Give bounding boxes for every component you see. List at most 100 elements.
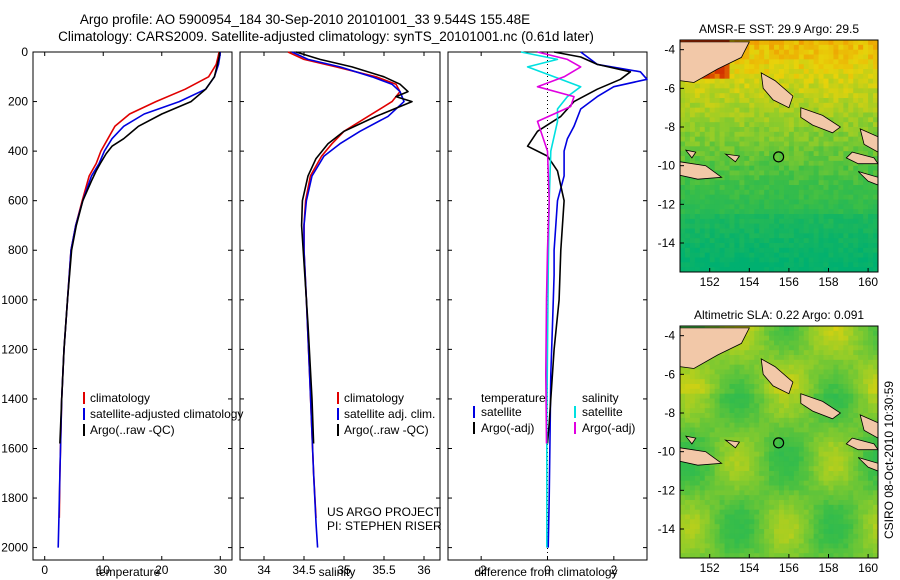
heatmap-cell	[739, 93, 745, 99]
heatmap-cell	[724, 500, 730, 506]
heatmap-cell	[734, 359, 740, 366]
heatmap-cell	[873, 538, 879, 544]
heatmap-cell	[863, 533, 869, 540]
heatmap-cell	[848, 403, 854, 409]
heatmap-cell	[848, 175, 854, 181]
heatmap-cell	[709, 553, 716, 559]
heatmap-cell	[868, 218, 874, 225]
heatmap-cell	[759, 146, 765, 152]
heatmap-cell	[863, 228, 869, 234]
heatmap-cell	[749, 146, 755, 152]
heatmap-cell	[783, 252, 790, 258]
heatmap-cell	[769, 335, 775, 341]
heatmap-cell	[838, 49, 844, 55]
heatmap-cell	[823, 326, 829, 332]
heatmap-cell	[838, 529, 844, 535]
heatmap-cell	[719, 427, 725, 433]
heatmap-cell	[754, 98, 760, 104]
heatmap-cell	[818, 345, 824, 351]
heatmap-cell	[709, 185, 716, 191]
heatmap-cell	[759, 93, 765, 99]
heatmap-cell	[744, 83, 750, 89]
heatmap-cell	[833, 112, 839, 118]
heatmap-cell	[873, 379, 879, 385]
heatmap-cell	[853, 54, 859, 60]
heatmap-cell	[744, 59, 750, 65]
heatmap-cell	[813, 98, 819, 104]
heatmap-cell	[863, 262, 869, 268]
heatmap-cell	[729, 223, 735, 229]
heatmap-cell	[848, 330, 854, 337]
heatmap-cell	[873, 514, 879, 520]
heatmap-cell	[803, 533, 810, 540]
heatmap-cell	[818, 355, 824, 361]
heatmap-cell	[813, 345, 819, 351]
heatmap-cell	[709, 146, 716, 152]
y-tick-label: 1600	[1, 441, 28, 455]
heatmap-cell	[724, 553, 730, 559]
heatmap-cell	[704, 257, 711, 263]
heatmap-cell	[868, 538, 874, 544]
heatmap-cell	[704, 131, 711, 138]
heatmap-cell	[714, 369, 720, 375]
heatmap-cell	[788, 156, 795, 162]
heatmap-cell	[793, 141, 800, 147]
x-tick-label: 0	[41, 563, 48, 577]
heatmap-cell	[828, 340, 834, 346]
heatmap-cell	[813, 330, 819, 337]
heatmap-cell	[739, 533, 745, 540]
heatmap-cell	[699, 480, 706, 486]
heatmap-cell	[739, 214, 745, 220]
heatmap-cell	[783, 54, 790, 60]
heatmap-cell	[709, 413, 716, 419]
heatmap-cell	[828, 446, 834, 453]
heatmap-cell	[838, 252, 844, 258]
heatmap-cell	[803, 44, 810, 51]
heatmap-cell	[783, 408, 790, 414]
heatmap-cell	[694, 238, 701, 244]
heatmap-cell	[828, 156, 834, 162]
heatmap-cell	[848, 514, 854, 520]
heatmap-cell	[838, 165, 844, 171]
heatmap-cell	[774, 427, 780, 433]
heatmap-cell	[833, 330, 839, 337]
heatmap-cell	[729, 485, 735, 491]
heatmap-cell	[769, 490, 775, 496]
heatmap-cell	[749, 73, 755, 80]
heatmap-cell	[803, 228, 810, 234]
heatmap-cell	[788, 233, 795, 239]
heatmap-cell	[868, 355, 874, 361]
heatmap-cell	[749, 509, 755, 515]
heatmap-cell	[684, 480, 691, 486]
heatmap-cell	[873, 374, 879, 380]
heatmap-cell	[704, 214, 711, 220]
heatmap-cell	[779, 388, 785, 395]
heatmap-cell	[853, 417, 859, 424]
heatmap-cell	[818, 509, 824, 515]
heatmap-cell	[769, 466, 775, 472]
heatmap-cell	[714, 209, 720, 215]
heatmap-cell	[803, 345, 810, 351]
heatmap-cell	[759, 350, 765, 356]
heatmap-cell	[729, 369, 735, 375]
heatmap-cell	[793, 335, 800, 341]
heatmap-cell	[863, 214, 869, 220]
heatmap-cell	[868, 267, 874, 273]
heatmap-cell	[749, 427, 755, 433]
heatmap-cell	[788, 471, 795, 477]
heatmap-cell	[803, 180, 810, 186]
heatmap-cell	[759, 538, 765, 544]
heatmap-cell	[818, 204, 824, 210]
heatmap-cell	[828, 112, 834, 118]
heatmap-cell	[783, 359, 790, 366]
heatmap-cell	[719, 209, 725, 215]
heatmap-cell	[684, 393, 691, 399]
heatmap-cell	[853, 461, 859, 467]
heatmap-cell	[704, 504, 711, 511]
heatmap-cell	[684, 427, 691, 433]
heatmap-cell	[774, 131, 780, 138]
heatmap-cell	[689, 514, 696, 520]
series-line-argo-raw-qc	[59, 51, 221, 444]
heatmap-cell	[734, 422, 740, 428]
